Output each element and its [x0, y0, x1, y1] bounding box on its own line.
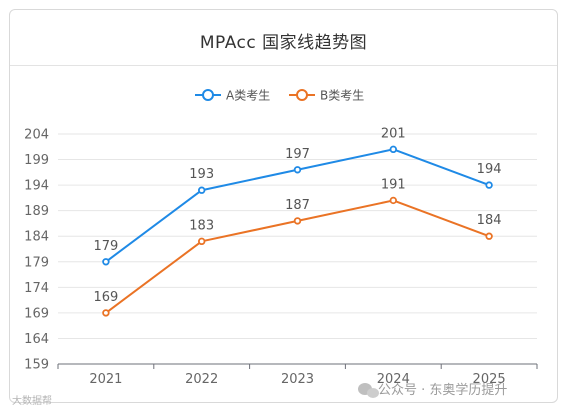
x-tick-label: 2024	[377, 372, 410, 387]
x-tick-label: 2025	[473, 372, 506, 387]
data-point	[389, 196, 397, 205]
data-label: 191	[381, 177, 406, 192]
legend-marker	[296, 89, 308, 101]
data-point	[389, 145, 397, 154]
data-label: 183	[189, 218, 214, 233]
wechat-icon	[358, 383, 379, 398]
y-tick-label: 189	[24, 204, 49, 219]
x-tick-label: 2023	[281, 372, 314, 387]
y-tick-label: 194	[24, 179, 49, 194]
chart-card	[9, 9, 558, 403]
data-label: 193	[189, 167, 214, 182]
y-tick-label: 169	[24, 306, 49, 321]
data-label: 187	[285, 198, 310, 213]
legend-label: B类考生	[320, 89, 364, 103]
data-label: 201	[381, 126, 406, 141]
data-point	[102, 309, 110, 317]
y-tick-label: 204	[24, 128, 49, 143]
y-tick-label: 184	[24, 230, 49, 245]
data-point	[197, 186, 206, 194]
x-tick-label: 2021	[89, 372, 122, 387]
data-label: 184	[477, 213, 502, 228]
corner-watermark: 大数据帮	[12, 394, 52, 407]
legend-marker	[202, 89, 214, 101]
data-point	[485, 181, 493, 189]
data-point	[293, 217, 302, 225]
data-point	[197, 237, 206, 246]
data-label: 197	[285, 147, 310, 162]
y-tick-label: 174	[24, 281, 49, 296]
title-divider	[10, 65, 557, 66]
y-tick-label: 159	[24, 358, 49, 373]
y-tick-label: 164	[24, 332, 49, 347]
data-label: 169	[93, 290, 118, 305]
legend-label: A类考生	[226, 89, 270, 103]
y-tick-label: 199	[24, 153, 49, 168]
data-label: 194	[477, 162, 502, 177]
data-point	[293, 166, 302, 174]
watermark-text: 公众号 · 东奥学历提升	[378, 382, 507, 398]
data-point	[485, 232, 493, 240]
data-label: 179	[93, 239, 118, 254]
data-point	[102, 258, 110, 266]
chart-title: MPAcc 国家线趋势图	[199, 33, 368, 53]
y-tick-label: 179	[24, 255, 49, 270]
x-tick-label: 2022	[185, 372, 218, 387]
